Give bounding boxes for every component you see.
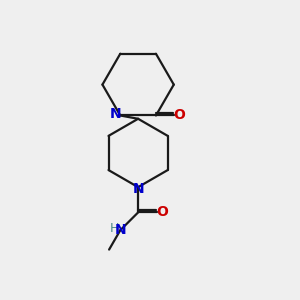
Text: O: O	[173, 109, 185, 122]
Text: N: N	[115, 223, 127, 237]
Text: N: N	[132, 182, 144, 196]
Text: N: N	[110, 107, 121, 121]
Text: O: O	[156, 206, 168, 219]
Text: H: H	[110, 222, 119, 235]
